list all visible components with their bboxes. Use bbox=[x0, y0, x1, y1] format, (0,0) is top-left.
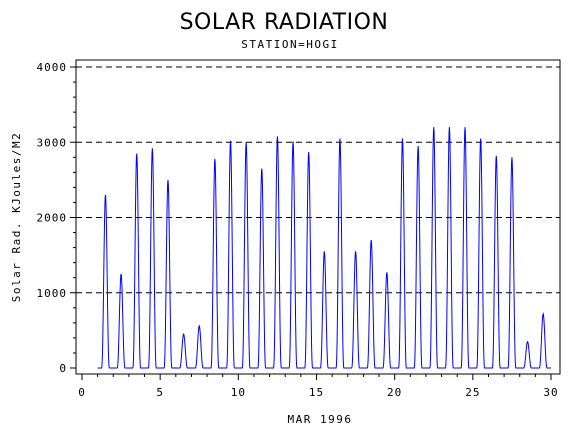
x-tick-label-5: 25 bbox=[465, 386, 480, 399]
x-tick-label-0: 0 bbox=[78, 386, 86, 399]
grid-lines bbox=[76, 66, 560, 294]
y-tick-label-2: 2000 bbox=[37, 212, 68, 225]
y-axis-label: Solar Rad. KJoules/M2 bbox=[10, 132, 23, 303]
x-tick-label-1: 5 bbox=[156, 386, 164, 399]
solar-radiation-line bbox=[97, 127, 551, 369]
x-tick-label-4: 20 bbox=[387, 386, 402, 399]
chart-subtitle: STATION=HOGI bbox=[241, 38, 338, 51]
y-tick-label-3: 3000 bbox=[37, 136, 68, 149]
x-tick-label-3: 15 bbox=[309, 386, 324, 399]
y-tick-label-1: 1000 bbox=[37, 287, 68, 300]
chart-title: SOLAR RADIATION bbox=[180, 10, 389, 35]
y-axis: 0 1000 2000 3000 4000 bbox=[37, 61, 76, 375]
x-tick-label-2: 10 bbox=[231, 386, 246, 399]
x-tick-label-6: 30 bbox=[543, 386, 558, 399]
y-tick-label-4: 4000 bbox=[37, 61, 68, 74]
y-tick-label-0: 0 bbox=[59, 362, 67, 375]
x-axis-label: MAR 1996 bbox=[288, 413, 353, 426]
x-axis: 0 5 10 15 20 25 30 bbox=[78, 374, 558, 399]
